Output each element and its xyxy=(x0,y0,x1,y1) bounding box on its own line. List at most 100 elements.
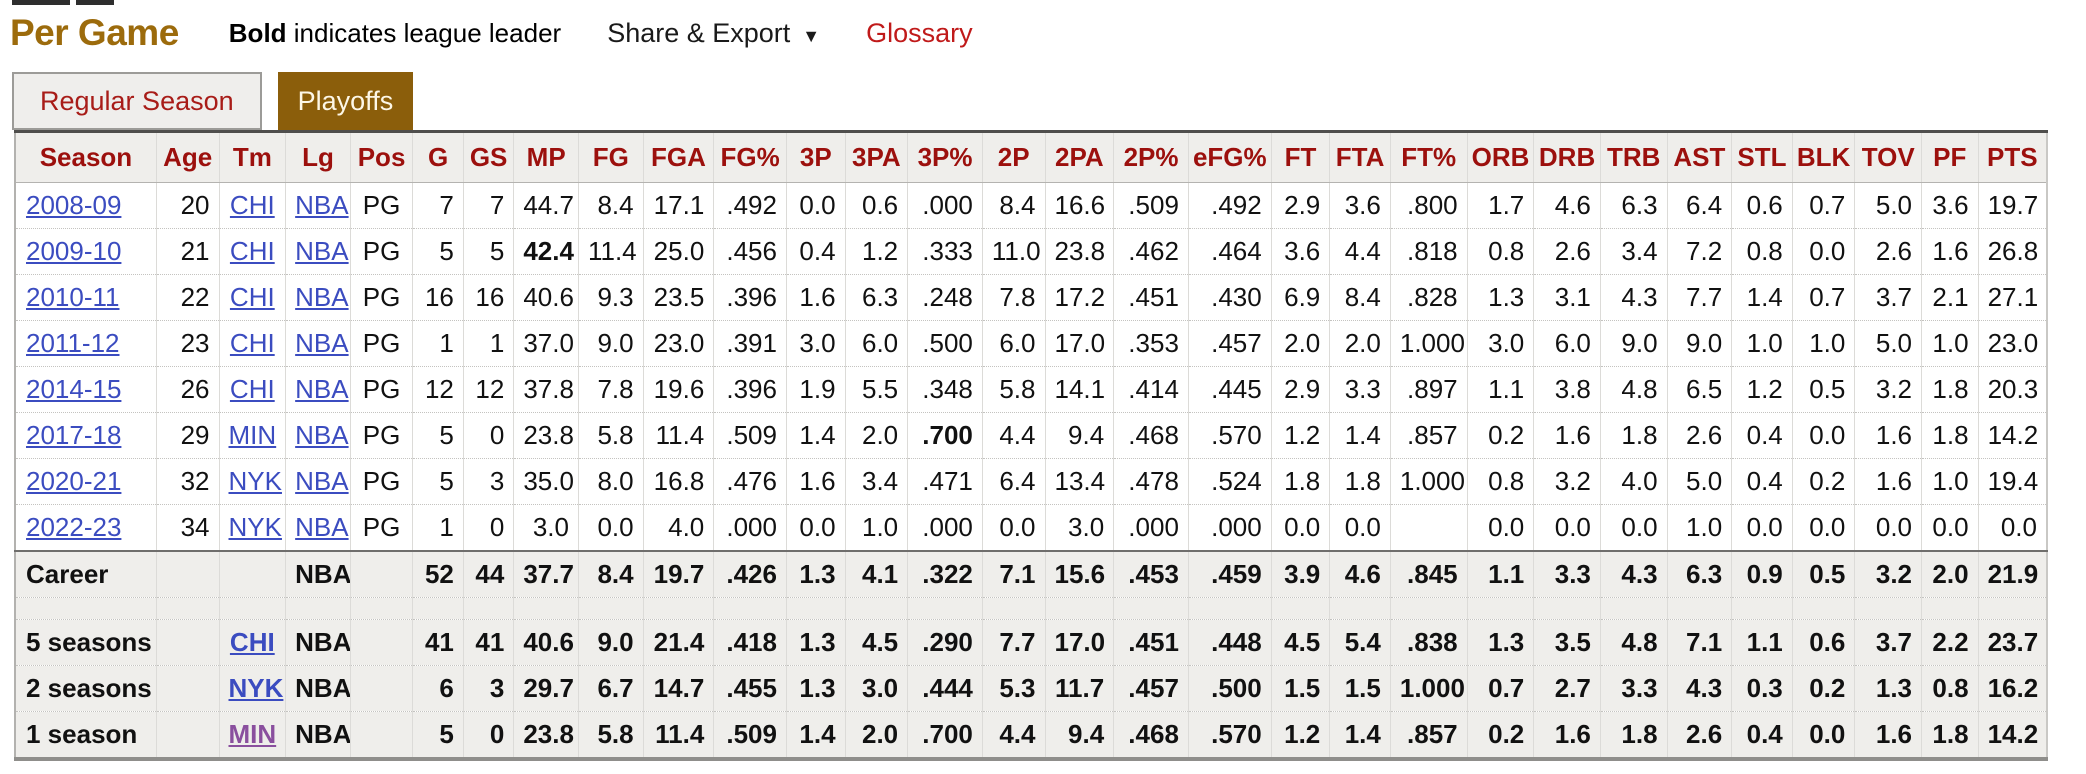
team-link[interactable]: MIN xyxy=(228,420,277,450)
column-header-mp[interactable]: MP xyxy=(513,131,579,183)
stat-cell: 5 xyxy=(412,228,464,275)
league-link[interactable]: NBA xyxy=(295,466,349,496)
column-header-pf[interactable]: PF xyxy=(1921,131,1979,183)
stat-cell: 17.0 xyxy=(1044,619,1114,666)
column-header-gs[interactable]: GS xyxy=(462,131,514,183)
stat-cell: NBA xyxy=(285,458,351,505)
stat-cell xyxy=(155,711,219,759)
column-header-2p[interactable]: 2P xyxy=(981,131,1045,183)
stat-cell: 17.1 xyxy=(642,182,714,229)
stat-cell: 5.4 xyxy=(1329,619,1391,666)
stat-cell: 3.2 xyxy=(1854,550,1922,598)
column-header-lg[interactable]: Lg xyxy=(285,131,351,183)
league-link[interactable]: NBA xyxy=(295,374,349,404)
team-link[interactable]: CHI xyxy=(229,627,275,657)
column-header-fg[interactable]: FG xyxy=(577,131,644,183)
stat-cell: .322 xyxy=(907,550,983,598)
season-link[interactable]: 2022-23 xyxy=(26,512,122,542)
league-link[interactable]: NBA xyxy=(295,328,349,358)
stat-cell: 1.8 xyxy=(1921,412,1979,459)
column-header-fta[interactable]: FTA xyxy=(1329,131,1391,183)
stat-cell: .700 xyxy=(907,412,983,459)
league-link[interactable]: NBA xyxy=(295,282,349,312)
season-link[interactable]: 2017-18 xyxy=(26,420,122,450)
season-link[interactable]: 2008-09 xyxy=(26,190,122,220)
tab-playoffs[interactable]: Playoffs xyxy=(277,72,414,130)
share-export-label: Share & Export xyxy=(607,17,791,48)
glossary-link[interactable]: Glossary xyxy=(866,17,973,48)
stat-cell: 17.2 xyxy=(1044,274,1114,321)
stat-cell: 16 xyxy=(412,274,464,321)
column-header-fga[interactable]: FGA xyxy=(642,131,714,183)
stat-cell: .471 xyxy=(907,458,983,505)
stat-cell: .290 xyxy=(907,619,983,666)
stat-cell: 27.1 xyxy=(1977,274,2047,321)
stat-cell: 2.6 xyxy=(1666,412,1732,459)
league-link[interactable]: NBA xyxy=(295,512,349,542)
column-header-tm[interactable]: Tm xyxy=(218,131,286,183)
league-link[interactable]: NBA xyxy=(295,236,349,266)
column-header-ft[interactable]: FT xyxy=(1270,131,1330,183)
column-header-orb[interactable]: ORB xyxy=(1466,131,1534,183)
share-export-menu[interactable]: Share & Export ▼ xyxy=(607,18,820,49)
stat-cell: 0.4 xyxy=(1731,711,1793,759)
stat-cell: .828 xyxy=(1389,274,1468,321)
stat-cell: 1.0 xyxy=(1731,320,1793,367)
team-link[interactable]: CHI xyxy=(229,328,275,358)
season-type-tabs: Regular Season Playoffs xyxy=(12,72,2086,130)
column-header-3p[interactable]: 3P xyxy=(785,131,846,183)
column-header-drb[interactable]: DRB xyxy=(1533,131,1601,183)
stat-cell: NBA xyxy=(285,550,351,598)
column-header-trb[interactable]: TRB xyxy=(1599,131,1668,183)
column-header-2pa[interactable]: 2PA xyxy=(1044,131,1114,183)
column-header-tov[interactable]: TOV xyxy=(1854,131,1922,183)
column-header-3pa[interactable]: 3PA xyxy=(844,131,908,183)
season-link[interactable]: 2011-12 xyxy=(26,328,120,358)
column-header-fgpct[interactable]: FG% xyxy=(713,131,787,183)
stat-cell: PG xyxy=(349,366,413,413)
column-header-pts[interactable]: PTS xyxy=(1977,131,2047,183)
league-link[interactable]: NBA xyxy=(295,420,349,450)
season-link[interactable]: 2009-10 xyxy=(26,236,122,266)
stat-cell: 1.3 xyxy=(785,619,846,666)
column-header-g[interactable]: G xyxy=(412,131,464,183)
stat-cell xyxy=(218,597,286,620)
column-header-2ppct[interactable]: 2P% xyxy=(1113,131,1189,183)
column-header-efgpct[interactable]: eFG% xyxy=(1187,131,1272,183)
stat-cell: PG xyxy=(349,412,413,459)
column-header-age[interactable]: Age xyxy=(155,131,219,183)
stat-cell xyxy=(462,597,514,620)
team-link[interactable]: MIN xyxy=(228,719,277,749)
stat-cell: 2.1 xyxy=(1921,274,1979,321)
team-link[interactable]: CHI xyxy=(229,190,275,220)
column-header-stl[interactable]: STL xyxy=(1731,131,1793,183)
stat-cell: 4.3 xyxy=(1599,550,1668,598)
team-link[interactable]: NYK xyxy=(228,673,284,703)
stat-cell: 21 xyxy=(155,228,219,275)
column-header-ftpct[interactable]: FT% xyxy=(1389,131,1468,183)
season-link[interactable]: 2010-11 xyxy=(26,282,120,312)
stat-cell: .492 xyxy=(1187,182,1272,229)
column-header-3ppct[interactable]: 3P% xyxy=(907,131,983,183)
team-link[interactable]: NYK xyxy=(228,512,282,542)
column-header-blk[interactable]: BLK xyxy=(1791,131,1855,183)
team-link[interactable]: NYK xyxy=(228,466,282,496)
tab-regular-season[interactable]: Regular Season xyxy=(12,72,262,130)
stat-cell: 5.0 xyxy=(1666,458,1732,505)
stat-cell: 0.4 xyxy=(1731,458,1793,505)
league-link[interactable]: NBA xyxy=(295,190,349,220)
season-link[interactable]: 2014-15 xyxy=(26,374,122,404)
stat-cell: 0.6 xyxy=(844,182,908,229)
season-link[interactable]: 2020-21 xyxy=(26,466,122,496)
column-header-pos[interactable]: Pos xyxy=(349,131,413,183)
team-link[interactable]: CHI xyxy=(229,236,275,266)
team-link[interactable]: CHI xyxy=(229,374,275,404)
stat-cell: .391 xyxy=(713,320,787,367)
stat-cell: 40.6 xyxy=(513,274,579,321)
team-link[interactable]: CHI xyxy=(229,282,275,312)
stat-cell: 0.0 xyxy=(1270,504,1330,551)
stat-cell: 4.5 xyxy=(844,619,908,666)
column-header-season[interactable]: Season xyxy=(15,131,157,183)
stat-cell: 1.0 xyxy=(1921,320,1979,367)
column-header-ast[interactable]: AST xyxy=(1666,131,1732,183)
